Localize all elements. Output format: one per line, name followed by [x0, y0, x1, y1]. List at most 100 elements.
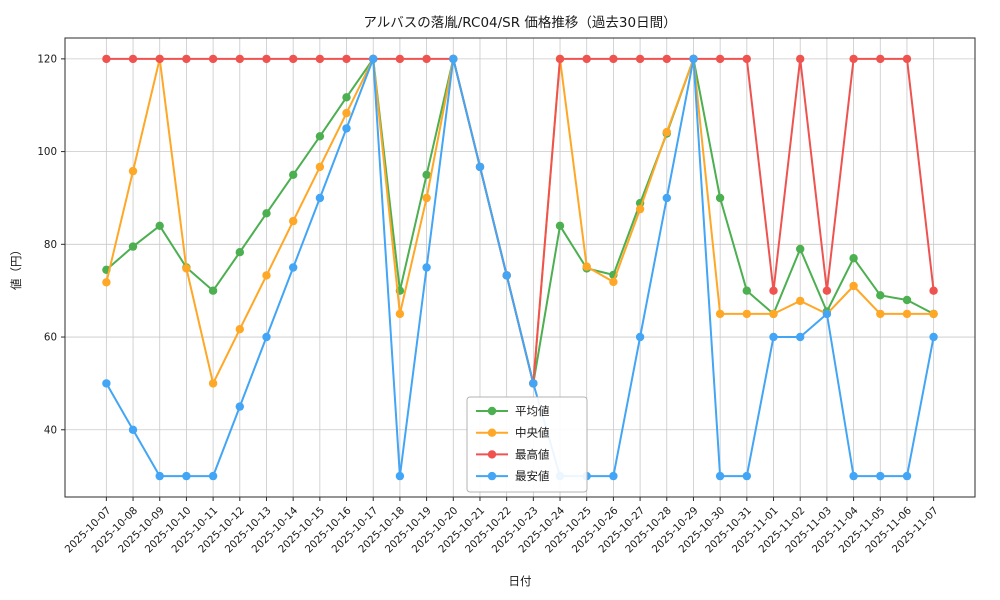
marker-median — [342, 108, 351, 118]
marker-max — [342, 54, 351, 64]
marker-min — [449, 54, 458, 64]
marker-min — [769, 332, 778, 342]
marker-average — [235, 248, 244, 257]
marker-average — [796, 244, 805, 254]
series-line-max — [105, 57, 935, 385]
marker-max — [742, 54, 751, 64]
marker-median — [849, 281, 858, 291]
marker-average — [128, 242, 138, 251]
marker-max — [315, 54, 325, 64]
series-line-min — [105, 57, 935, 478]
y-tick-labels: 40 60 80 100 120 — [37, 53, 57, 436]
marker-min — [849, 471, 858, 481]
marker-min — [155, 471, 164, 481]
y-tick-label: 100 — [37, 146, 57, 158]
marker-max — [609, 54, 618, 64]
marker-max — [582, 54, 591, 64]
marker-max — [769, 286, 778, 295]
marker-median — [796, 296, 805, 306]
marker-median — [742, 309, 751, 319]
series-lines — [102, 54, 938, 481]
marker-max — [128, 54, 138, 64]
marker-median — [128, 166, 138, 176]
marker-min — [102, 379, 111, 388]
marker-min — [902, 471, 912, 481]
marker-max — [876, 54, 885, 64]
marker-median — [395, 309, 405, 319]
legend-label-min: 最安値 — [515, 469, 550, 483]
marker-min — [929, 332, 938, 342]
marker-average — [155, 221, 164, 230]
marker-max — [422, 54, 431, 64]
marker-average — [289, 170, 298, 179]
series-line-average — [105, 57, 935, 385]
marker-min — [208, 471, 218, 481]
marker-min — [609, 471, 618, 481]
marker-median — [182, 264, 191, 273]
marker-max — [796, 54, 805, 64]
marker-median — [262, 271, 271, 280]
marker-average — [208, 286, 218, 295]
marker-average — [902, 295, 912, 305]
x-tick-labels: 2025-10-072025-10-082025-10-092025-10-10… — [63, 505, 941, 556]
marker-min — [635, 332, 645, 342]
chart-title: アルバスの落胤/RC04/SR 価格推移（過去30日間） — [363, 15, 676, 31]
marker-min — [315, 193, 325, 203]
marker-max — [208, 54, 218, 64]
marker-max — [662, 54, 671, 64]
marker-max — [395, 54, 405, 64]
axis-ticks — [61, 58, 935, 501]
marker-average — [422, 170, 431, 179]
marker-max — [102, 54, 111, 64]
marker-median — [902, 309, 912, 319]
marker-min — [822, 309, 832, 319]
marker-median — [715, 309, 725, 319]
marker-median — [609, 277, 618, 287]
marker-median — [876, 309, 885, 319]
marker-min — [529, 379, 538, 388]
marker-max — [849, 54, 858, 64]
marker-median — [582, 262, 591, 271]
marker-max — [262, 54, 271, 64]
y-axis-label: 値（円） — [9, 244, 23, 290]
legend-marker-min — [487, 471, 497, 481]
marker-max — [182, 54, 191, 64]
marker-min — [128, 425, 138, 434]
marker-min — [235, 402, 244, 411]
marker-average — [876, 291, 885, 300]
marker-min — [262, 332, 271, 342]
marker-average — [315, 132, 325, 141]
marker-median — [289, 216, 298, 226]
marker-min — [182, 471, 191, 481]
legend-label-average: 平均値 — [515, 404, 550, 418]
marker-min — [796, 332, 805, 342]
marker-median — [635, 204, 645, 214]
marker-median — [769, 309, 778, 319]
legend-marker-max — [487, 450, 497, 459]
marker-max — [635, 54, 645, 64]
marker-min — [395, 471, 405, 481]
marker-min — [422, 263, 431, 272]
marker-median — [315, 162, 325, 172]
marker-min — [369, 54, 378, 64]
marker-average — [742, 286, 751, 295]
marker-max — [929, 286, 938, 295]
marker-min — [876, 471, 885, 481]
marker-min — [342, 124, 351, 133]
marker-median — [235, 325, 244, 334]
marker-average — [342, 93, 351, 102]
marker-max — [715, 54, 725, 64]
legend-box — [466, 396, 588, 493]
marker-average — [555, 221, 565, 230]
x-axis-label: 日付 — [509, 574, 532, 588]
marker-min — [289, 263, 298, 272]
marker-median — [422, 193, 431, 203]
marker-average — [715, 193, 725, 203]
marker-min — [689, 54, 698, 64]
marker-min — [715, 471, 725, 481]
marker-average — [262, 209, 271, 218]
legend-marker-average — [487, 406, 497, 416]
marker-max — [235, 54, 244, 64]
